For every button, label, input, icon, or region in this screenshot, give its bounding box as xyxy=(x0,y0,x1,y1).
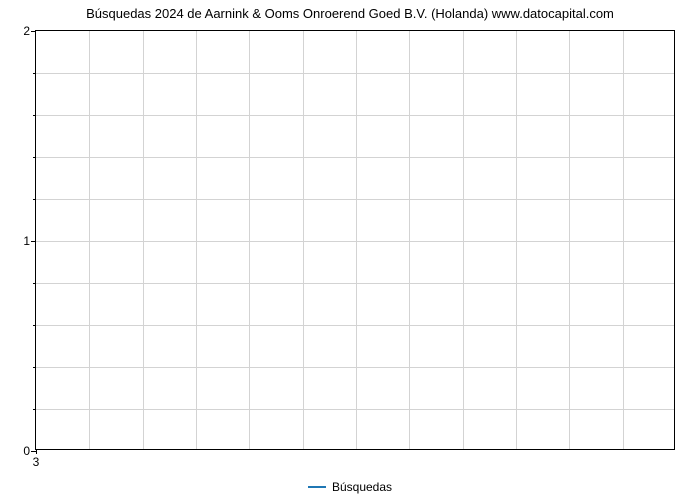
y-tick-minor xyxy=(33,283,36,284)
grid-line-horizontal-minor xyxy=(36,325,674,326)
grid-line-horizontal-minor xyxy=(36,409,674,410)
grid-line-vertical xyxy=(303,31,304,449)
grid-line-vertical xyxy=(409,31,410,449)
grid-line-vertical xyxy=(569,31,570,449)
y-tick-minor xyxy=(33,115,36,116)
legend-swatch xyxy=(308,486,326,488)
grid-line-horizontal-minor xyxy=(36,367,674,368)
y-tick-minor xyxy=(33,409,36,410)
y-tick-minor xyxy=(33,199,36,200)
grid-line-horizontal-minor xyxy=(36,157,674,158)
x-tick xyxy=(36,449,37,454)
grid-line-horizontal-minor xyxy=(36,115,674,116)
y-tick xyxy=(31,31,36,32)
grid-line-horizontal-minor xyxy=(36,73,674,74)
chart-title: Búsquedas 2024 de Aarnink & Ooms Onroere… xyxy=(0,6,700,21)
legend: Búsquedas xyxy=(0,480,700,494)
y-tick-minor xyxy=(33,73,36,74)
grid-line-vertical xyxy=(356,31,357,449)
grid-line-vertical xyxy=(249,31,250,449)
grid-line-vertical xyxy=(143,31,144,449)
y-axis-label: 0 xyxy=(18,444,30,458)
grid-line-horizontal-minor xyxy=(36,199,674,200)
plot-area: 0123 xyxy=(35,30,675,450)
y-tick xyxy=(31,241,36,242)
grid-line-vertical xyxy=(89,31,90,449)
chart-container: 0123 xyxy=(35,30,675,450)
grid-line-vertical xyxy=(623,31,624,449)
x-axis-label: 3 xyxy=(33,455,40,469)
y-tick-minor xyxy=(33,157,36,158)
legend-label: Búsquedas xyxy=(332,480,392,494)
grid-line-horizontal-minor xyxy=(36,283,674,284)
y-axis-label: 1 xyxy=(18,234,30,248)
grid-line-vertical xyxy=(516,31,517,449)
y-tick-minor xyxy=(33,325,36,326)
y-tick-minor xyxy=(33,367,36,368)
grid-line-vertical xyxy=(463,31,464,449)
grid-line-vertical xyxy=(196,31,197,449)
y-axis-label: 2 xyxy=(18,24,30,38)
grid-line-horizontal xyxy=(36,241,674,242)
